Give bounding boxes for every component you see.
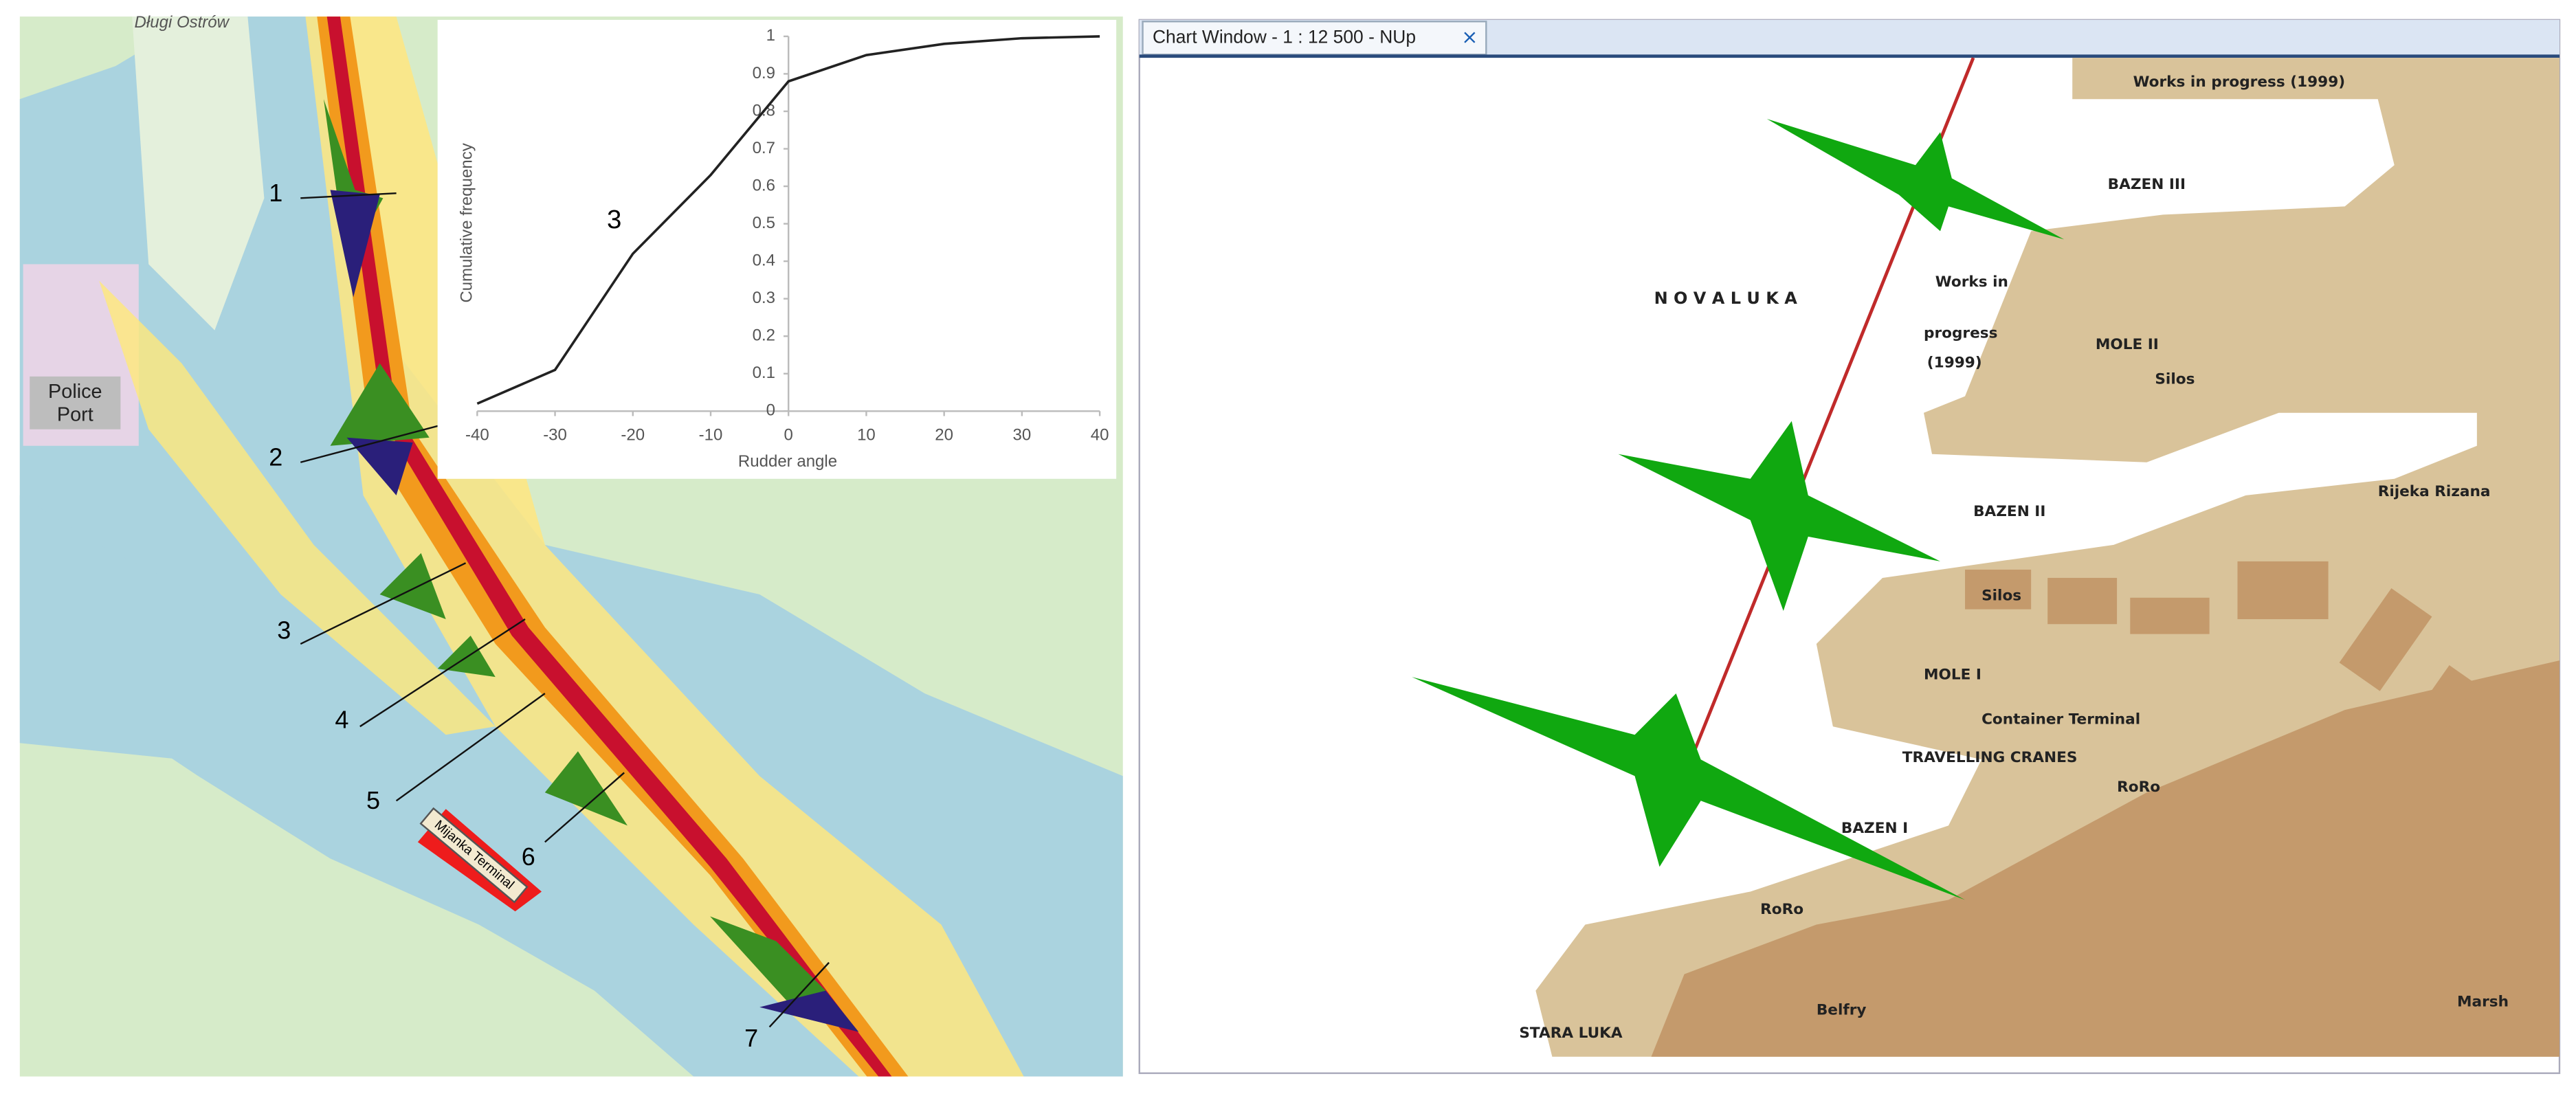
section-labels: 1 2 3 4 5 6 7 <box>269 179 758 1052</box>
y-tick-label: 1 <box>766 26 775 45</box>
y-tick-label: 0.2 <box>753 326 775 345</box>
built-area <box>1651 660 2560 1057</box>
map-label: Marsh <box>2457 993 2509 1010</box>
y-tick-label: 0 <box>766 401 775 420</box>
y-tick-label: 0.7 <box>753 139 775 157</box>
map-label: Silos <box>2155 371 2195 388</box>
section-label: 1 <box>269 179 282 207</box>
map-label: TRAVELLING CRANES <box>1902 749 2078 766</box>
x-tick-label: 0 <box>784 426 793 445</box>
section-label: 2 <box>269 443 282 471</box>
map-label: BAZEN II <box>1973 503 2045 520</box>
section-label: 3 <box>277 616 291 645</box>
distribution-crosses <box>1412 119 2065 900</box>
island <box>132 16 265 331</box>
tab-title: Chart Window - 1 : 12 500 - NUp <box>1153 26 1416 47</box>
x-tick-label: -40 <box>465 426 489 445</box>
map-label: Works in progress (1999) <box>2133 74 2346 91</box>
inset-background <box>437 19 1117 479</box>
map-label: BAZEN I <box>1841 820 1908 837</box>
tab[interactable] <box>1142 21 1487 56</box>
place-label: Długi Ostrów <box>135 13 230 32</box>
traffic-density <box>99 280 496 735</box>
map-label: Container Terminal <box>1981 711 2140 728</box>
map-label: RoRo <box>2117 779 2160 796</box>
y-tick-label: 0.9 <box>753 64 775 82</box>
distribution <box>330 363 430 446</box>
distribution <box>330 190 380 298</box>
y-axis-label: Cumulative frequency <box>457 143 476 302</box>
distribution <box>544 751 628 826</box>
distribution <box>379 552 446 620</box>
port-label: Police Port <box>48 379 102 426</box>
x-tick-label: -10 <box>699 426 723 445</box>
x-tick-label: 10 <box>857 426 876 445</box>
water <box>19 495 248 760</box>
distribution <box>346 437 413 495</box>
map-label: Belfry <box>1817 1001 1867 1018</box>
x-tick-label: 40 <box>1091 426 1109 445</box>
section-label: 6 <box>522 842 535 871</box>
water <box>19 16 1123 1077</box>
map-label: Silos <box>1981 587 2021 604</box>
port-label-box: Police Port <box>48 379 102 426</box>
section-lines <box>300 192 830 1028</box>
x-tick-label: 30 <box>1013 426 1032 445</box>
x-axis-label: Rudder angle <box>738 452 837 471</box>
section-label: 5 <box>366 786 380 814</box>
inset-chart: Cumulative frequency Rudder angle 3 -40 -… <box>457 26 1109 471</box>
distribution <box>710 916 826 1007</box>
section-label: 4 <box>335 705 348 733</box>
traffic-core <box>317 16 909 1077</box>
y-tick-label: 0.3 <box>753 289 775 307</box>
port-badge <box>30 376 121 429</box>
map-label: STARA LUKA <box>1519 1025 1623 1042</box>
y-tick-label: 0.5 <box>753 214 775 232</box>
map-label: Rijeka Rizana <box>2378 483 2491 500</box>
map-label: RoRo <box>1760 901 1803 918</box>
x-tick-label: 20 <box>935 426 953 445</box>
x-tick-label: -20 <box>621 426 645 445</box>
annotation: 3 <box>607 205 621 234</box>
data-line <box>476 35 1100 405</box>
map-label: BAZEN III <box>2108 176 2186 193</box>
y-tick-label: 0.4 <box>753 251 775 269</box>
y-tick-label: 0.6 <box>753 176 775 194</box>
map-label: MOLE I <box>1924 667 1981 684</box>
map-labels: Works in progress (1999) BAZEN III N O V… <box>1519 74 2509 1042</box>
chart-window: Chart Window - 1 : 12 500 - NUp × Works … <box>1138 19 2561 1074</box>
section-label: 7 <box>744 1024 758 1052</box>
buildings <box>1965 561 2477 739</box>
tab-close[interactable]: × <box>1461 25 1478 48</box>
map-label: Works in <box>1935 274 2008 291</box>
left-map: Mijanka Terminal Długi Ostrów Police Por… <box>19 13 1123 1077</box>
y-tick-label: 0.1 <box>753 364 775 382</box>
terminal-sign <box>419 807 529 904</box>
map-label: (1999) <box>1927 355 1982 372</box>
map-label: progress <box>1924 324 1997 342</box>
map-label: N O V A L U K A <box>1654 289 1798 308</box>
map-label: MOLE II <box>2096 336 2159 353</box>
x-tick-label: -30 <box>543 426 567 445</box>
